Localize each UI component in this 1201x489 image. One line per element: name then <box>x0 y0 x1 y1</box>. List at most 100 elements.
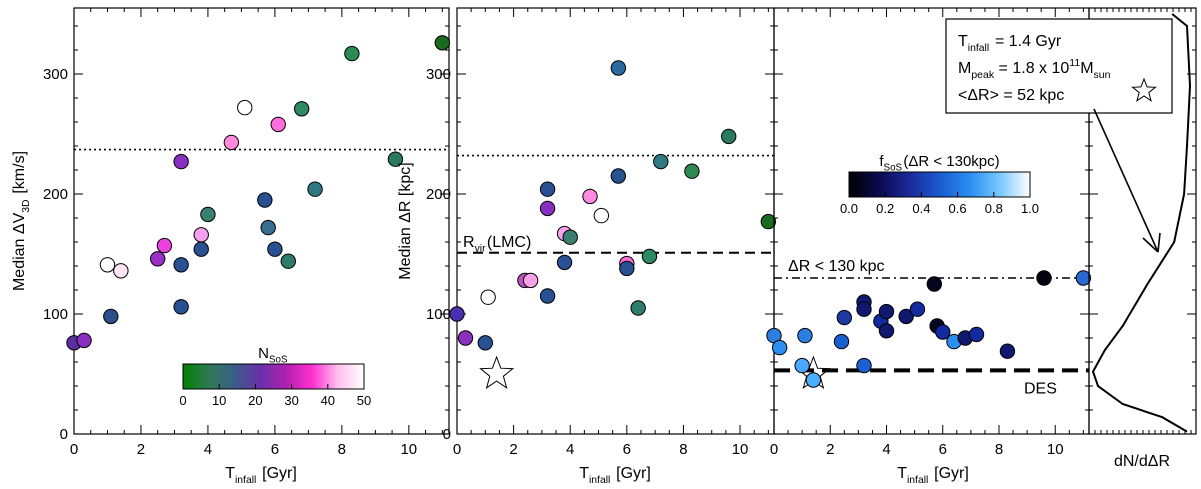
lmc-star-marker <box>479 355 515 389</box>
colorbar-tick-label: 0.4 <box>912 201 930 216</box>
des-label: DES <box>1024 380 1057 397</box>
data-point <box>898 308 914 325</box>
data-point <box>771 339 788 356</box>
x-tick-label: 10 <box>732 441 749 458</box>
data-point <box>760 213 777 230</box>
data-point <box>539 200 556 217</box>
data-point <box>260 219 276 236</box>
data-point <box>836 309 853 326</box>
data-point <box>223 134 240 151</box>
data-point <box>539 181 556 197</box>
x-tick-label: 6 <box>623 441 631 458</box>
data-point <box>99 257 116 273</box>
data-point <box>582 188 598 205</box>
colorbar-tick-label: 0.6 <box>949 201 967 216</box>
data-point <box>156 237 173 254</box>
annotation-mean-delta-r: <ΔR> = 52 kpc <box>958 87 1064 104</box>
x-tick-label: 0 <box>70 441 78 458</box>
data-point <box>173 299 189 315</box>
y-tick-label: 300 <box>43 66 68 83</box>
data-point <box>805 372 822 388</box>
colorbar-tick-label: 40 <box>321 393 335 408</box>
data-point <box>200 206 216 223</box>
data-point <box>610 168 627 184</box>
data-point <box>641 248 658 265</box>
histogram-line <box>1091 13 1192 433</box>
x-tick-label: 2 <box>509 441 517 458</box>
data-point <box>522 272 539 289</box>
data-point <box>619 260 635 277</box>
colorbar-tick-label: 50 <box>357 393 371 408</box>
y-tick-label: 0 <box>60 426 68 443</box>
data-point <box>193 227 209 243</box>
annotation-frame <box>945 18 1173 114</box>
x-tick-label: 2 <box>826 441 834 458</box>
points-panel-2 <box>449 60 777 351</box>
data-point <box>593 207 610 224</box>
data-point <box>103 308 119 325</box>
annotation-mpeak: Mpeak = 1.8 x 1011Msun <box>958 57 1111 81</box>
y-tick-label: 200 <box>43 186 68 203</box>
histogram-ticks <box>1089 8 1196 435</box>
data-point <box>480 289 496 305</box>
data-point <box>307 181 323 197</box>
data-point <box>387 151 404 167</box>
annotation-arrow-head <box>1142 232 1161 253</box>
colorbar-tick-label: 1.0 <box>1021 201 1039 216</box>
x-tick-label: 4 <box>204 441 212 458</box>
data-point <box>653 153 669 170</box>
colorbar-tick-label: 0.0 <box>840 201 858 216</box>
data-point <box>434 35 451 51</box>
colorbar-tick-label: 0.2 <box>876 201 894 216</box>
x-tick-label: 6 <box>271 441 279 458</box>
annotation-arrow-shaft <box>1093 108 1159 253</box>
delta-r-threshold-label: ΔR < 130 kpc <box>788 258 885 275</box>
data-point <box>684 163 700 179</box>
data-point <box>610 60 627 76</box>
x-tick-label: 10 <box>1047 441 1064 458</box>
y-tick-label: 100 <box>43 306 68 323</box>
data-point <box>173 153 189 170</box>
data-point <box>76 332 92 349</box>
data-point <box>797 327 813 344</box>
points-panel-3 <box>766 270 1092 388</box>
colorbar-gradient <box>848 171 1031 198</box>
y-tick-label: 100 <box>426 306 451 323</box>
data-point <box>935 324 951 340</box>
colorbar-tick-label: 10 <box>212 393 226 408</box>
y-tick-label: 0 <box>443 426 451 443</box>
colorbar-title: NSoS <box>258 345 289 366</box>
x-tick-label: 0 <box>453 441 461 458</box>
data-point <box>193 241 209 257</box>
data-point <box>721 128 737 145</box>
data-point <box>113 263 129 279</box>
colorbar-tick-label: 0 <box>179 393 186 408</box>
data-point <box>150 251 166 267</box>
data-point <box>270 116 286 133</box>
annotation-star-icon <box>1131 77 1157 102</box>
data-point <box>267 241 283 257</box>
data-point <box>477 335 494 351</box>
data-point <box>926 276 943 292</box>
rvir-label: Rvir (LMC) <box>463 234 531 255</box>
data-point <box>562 229 578 245</box>
colorbar-tick-label: 20 <box>248 393 262 408</box>
colorbar-nsos: 0 10 20 30 40 50 NSoS <box>179 345 371 408</box>
data-point <box>293 101 310 117</box>
y-tick-label: 300 <box>426 66 451 83</box>
panel-left-frame <box>73 7 450 435</box>
colorbar-tick-label: 30 <box>284 393 298 408</box>
colorbar-title: fSoS (ΔR < 130kpc) <box>879 153 999 174</box>
data-point <box>856 357 872 374</box>
annotation-box: Tinfall = 1.4 Gyr Mpeak = 1.8 x 1011Msun <… <box>945 18 1173 114</box>
data-point <box>457 330 474 346</box>
x-axis-label-middle: Tinfall [Gyr] <box>579 465 651 486</box>
data-point <box>878 303 895 320</box>
annotation-tinfall: Tinfall = 1.4 Gyr <box>958 33 1062 54</box>
x-tick-label: 4 <box>566 441 574 458</box>
data-point <box>1075 270 1092 286</box>
x-tick-label: 10 <box>400 441 417 458</box>
data-point <box>909 301 926 317</box>
